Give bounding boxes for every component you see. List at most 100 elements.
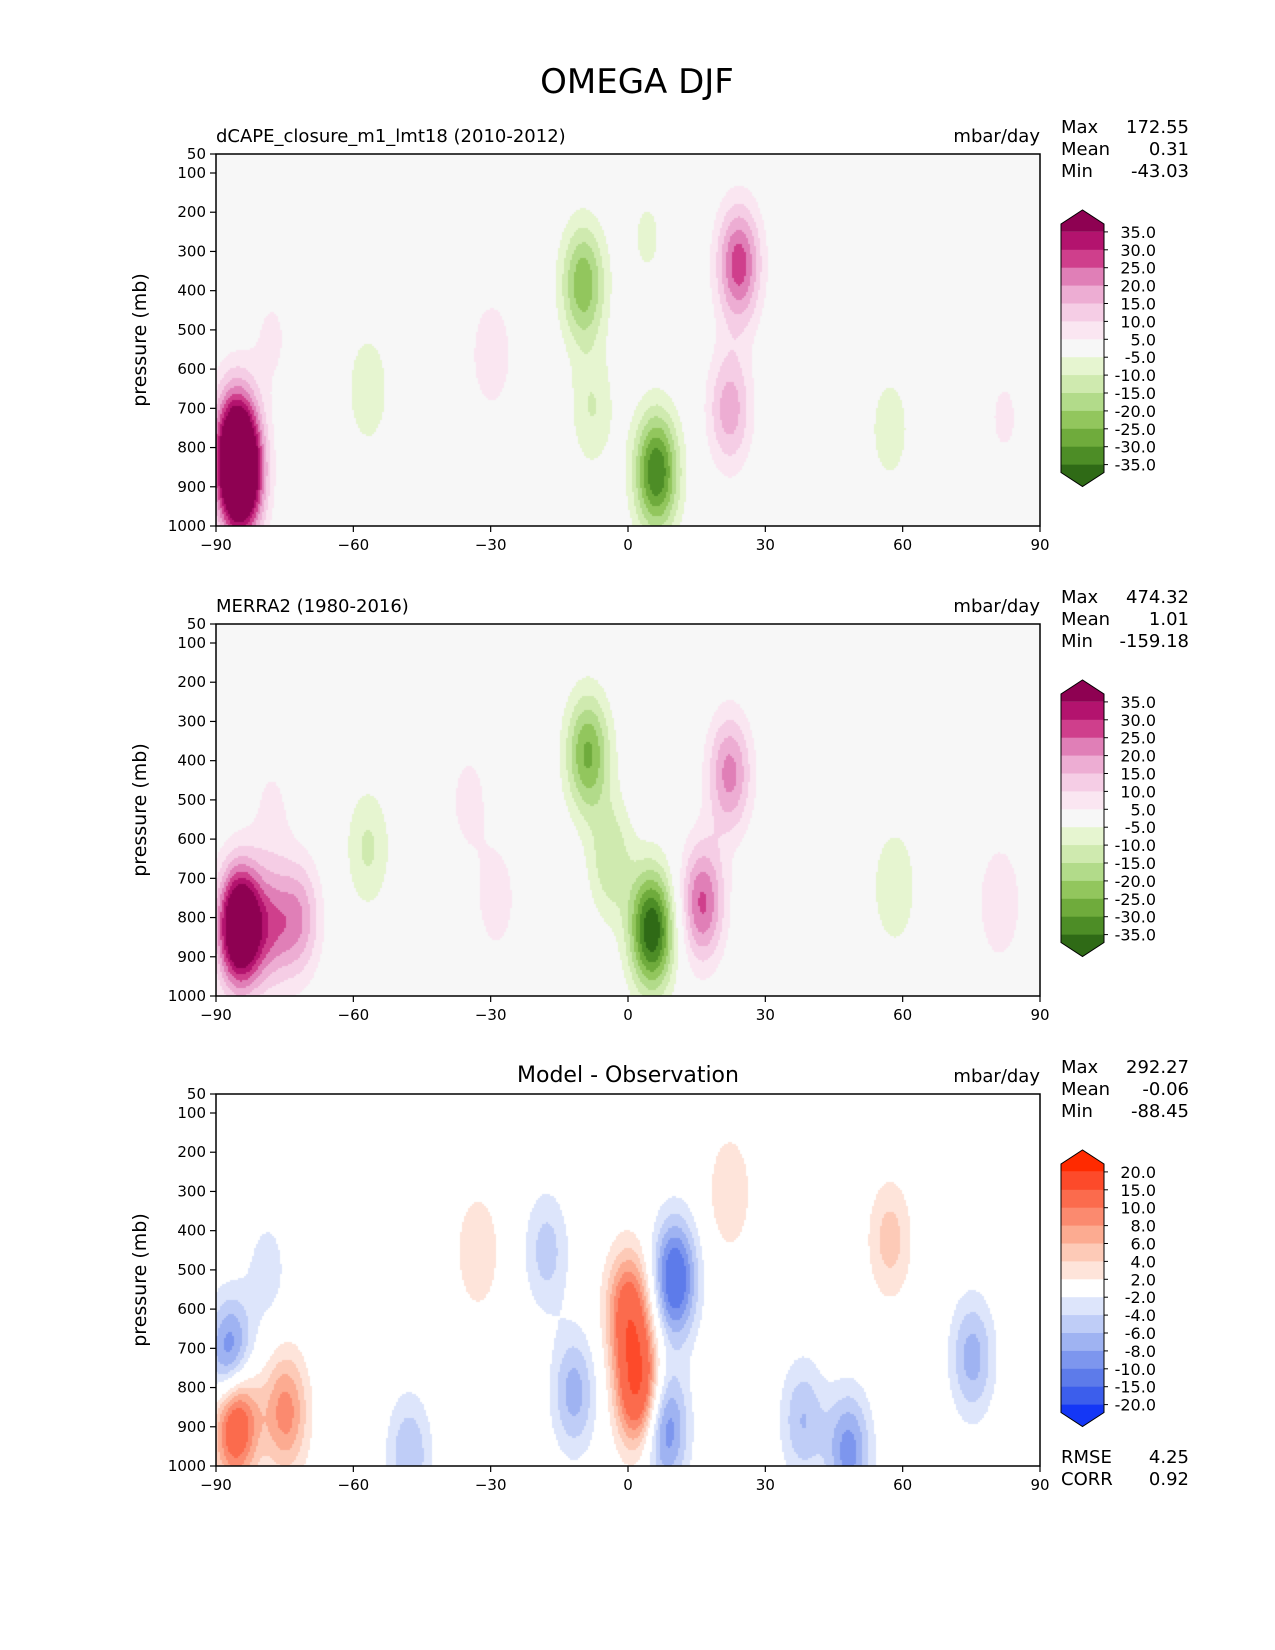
y-tick-label: 600 — [177, 1300, 206, 1318]
colorbar-extend-bottom — [1061, 934, 1104, 957]
y-tick-label: 300 — [177, 242, 206, 260]
colorbar-band — [1061, 898, 1104, 918]
panel-units: mbar/day — [953, 1066, 1040, 1087]
y-tick-label: 100 — [177, 634, 206, 652]
x-tick-label: −90 — [200, 1476, 232, 1494]
colorbar-label: 15.0 — [1120, 765, 1156, 784]
y-tick-label: 900 — [177, 478, 206, 496]
colorbar-label: -15.0 — [1115, 854, 1156, 873]
y-tick-label: 800 — [177, 909, 206, 927]
colorbar-band — [1061, 1171, 1104, 1191]
colorbar-band — [1061, 719, 1104, 739]
stat-value: 172.55 — [1126, 117, 1189, 138]
colorbar-band — [1061, 393, 1104, 412]
y-tick-label: 200 — [177, 673, 206, 691]
x-tick-label: −60 — [338, 1006, 370, 1024]
colorbar-band — [1061, 1225, 1104, 1244]
colorbar-label: 5.0 — [1131, 800, 1156, 819]
colorbar-band — [1061, 809, 1104, 828]
y-tick-label: 600 — [177, 830, 206, 848]
y-tick-label: 500 — [177, 321, 206, 339]
stat-label: Min — [1061, 1101, 1093, 1122]
stat-value: 474.32 — [1126, 587, 1189, 608]
stat-label: Min — [1061, 631, 1093, 652]
y-tick-label: 400 — [177, 282, 206, 300]
x-tick-label: −30 — [475, 1006, 507, 1024]
x-tick-label: −30 — [475, 536, 507, 554]
colorbar-band — [1061, 701, 1104, 721]
colorbar-extend-top — [1061, 680, 1104, 702]
colorbar-band — [1061, 1297, 1104, 1316]
y-tick-label: 700 — [177, 1339, 206, 1357]
colorbar-label: 35.0 — [1120, 223, 1156, 242]
x-tick-label: −60 — [338, 1476, 370, 1494]
colorbar-label: 10.0 — [1120, 312, 1156, 331]
y-tick-label: 200 — [177, 203, 206, 221]
colorbar-label: -20.0 — [1115, 402, 1156, 421]
x-tick-label: 60 — [893, 1476, 912, 1494]
y-tick-label: 400 — [177, 1222, 206, 1240]
y-tick-label: 1000 — [168, 1457, 206, 1475]
colorbar-band — [1061, 1189, 1104, 1209]
y-tick-label: 800 — [177, 439, 206, 457]
colorbar: 35.030.025.020.015.010.05.0-5.0-10.0-15.… — [1060, 679, 1156, 958]
stat-label: Max — [1061, 1057, 1099, 1078]
colorbar-band — [1061, 410, 1104, 430]
colorbar-label: -5.0 — [1125, 348, 1156, 367]
x-tick-label: 0 — [623, 1006, 633, 1024]
panel-2: MERRA2 (1980-2016) mbar/day Max 474.32 Mean 1… — [129, 587, 1189, 1024]
colorbar-band — [1061, 249, 1104, 269]
stat-label: Min — [1061, 161, 1093, 182]
colorbar-label: 10.0 — [1120, 1199, 1156, 1218]
colorbar-label: -8.0 — [1125, 1342, 1156, 1361]
colorbar: 20.015.010.08.06.04.02.0-2.0-4.0-6.0-8.0… — [1060, 1149, 1156, 1428]
y-tick-label: 1000 — [168, 987, 206, 1005]
y-tick-label: 700 — [177, 869, 206, 887]
colorbar-band — [1061, 1350, 1104, 1370]
x-tick-label: 30 — [756, 536, 775, 554]
stat-value: 1.01 — [1149, 609, 1189, 630]
stat-label: Max — [1061, 117, 1099, 138]
stat-label: Mean — [1061, 609, 1110, 630]
colorbar-label: -2.0 — [1125, 1288, 1156, 1307]
x-tick-label: 30 — [756, 1006, 775, 1024]
x-tick-label: 30 — [756, 1476, 775, 1494]
colorbar-band — [1061, 1279, 1104, 1298]
colorbar-outline — [1060, 209, 1105, 488]
stat-value: 0.92 — [1149, 1469, 1189, 1490]
stat-label: RMSE — [1061, 1447, 1112, 1468]
x-tick-label: 0 — [623, 536, 633, 554]
contour-field — [216, 154, 1040, 526]
colorbar-label: -35.0 — [1115, 456, 1156, 475]
colorbar-band — [1061, 446, 1104, 466]
stat-value: -88.45 — [1131, 1101, 1189, 1122]
x-tick-label: −90 — [200, 1006, 232, 1024]
colorbar-outline — [1060, 679, 1105, 958]
colorbar-band — [1061, 231, 1104, 251]
colorbar-label: -35.0 — [1115, 926, 1156, 945]
colorbar-band — [1061, 375, 1104, 394]
colorbar-label: 20.0 — [1120, 1163, 1156, 1182]
colorbar-band — [1061, 357, 1104, 376]
colorbar-label: -15.0 — [1115, 384, 1156, 403]
y-tick-label: 900 — [177, 1418, 206, 1436]
colorbar-label: 20.0 — [1120, 277, 1156, 296]
stat-label: Max — [1061, 587, 1099, 608]
colorbar-band — [1061, 737, 1104, 757]
y-axis-label: pressure (mb) — [129, 743, 151, 877]
colorbar-band — [1061, 773, 1104, 792]
colorbar-extend-bottom — [1061, 1404, 1104, 1427]
y-tick-label: 500 — [177, 791, 206, 809]
y-tick-label: 500 — [177, 1261, 206, 1279]
y-tick-label: 600 — [177, 360, 206, 378]
colorbar-outline — [1060, 1149, 1105, 1428]
y-tick-label: 300 — [177, 712, 206, 730]
stat-value: 0.31 — [1149, 139, 1189, 160]
colorbar-label: 35.0 — [1120, 693, 1156, 712]
colorbar-label: -10.0 — [1115, 1360, 1156, 1379]
y-tick-label: 700 — [177, 399, 206, 417]
colorbar-label: -30.0 — [1115, 438, 1156, 457]
colorbar-band — [1061, 428, 1104, 448]
stat-label: CORR — [1061, 1469, 1113, 1490]
colorbar-label: 4.0 — [1131, 1252, 1156, 1271]
